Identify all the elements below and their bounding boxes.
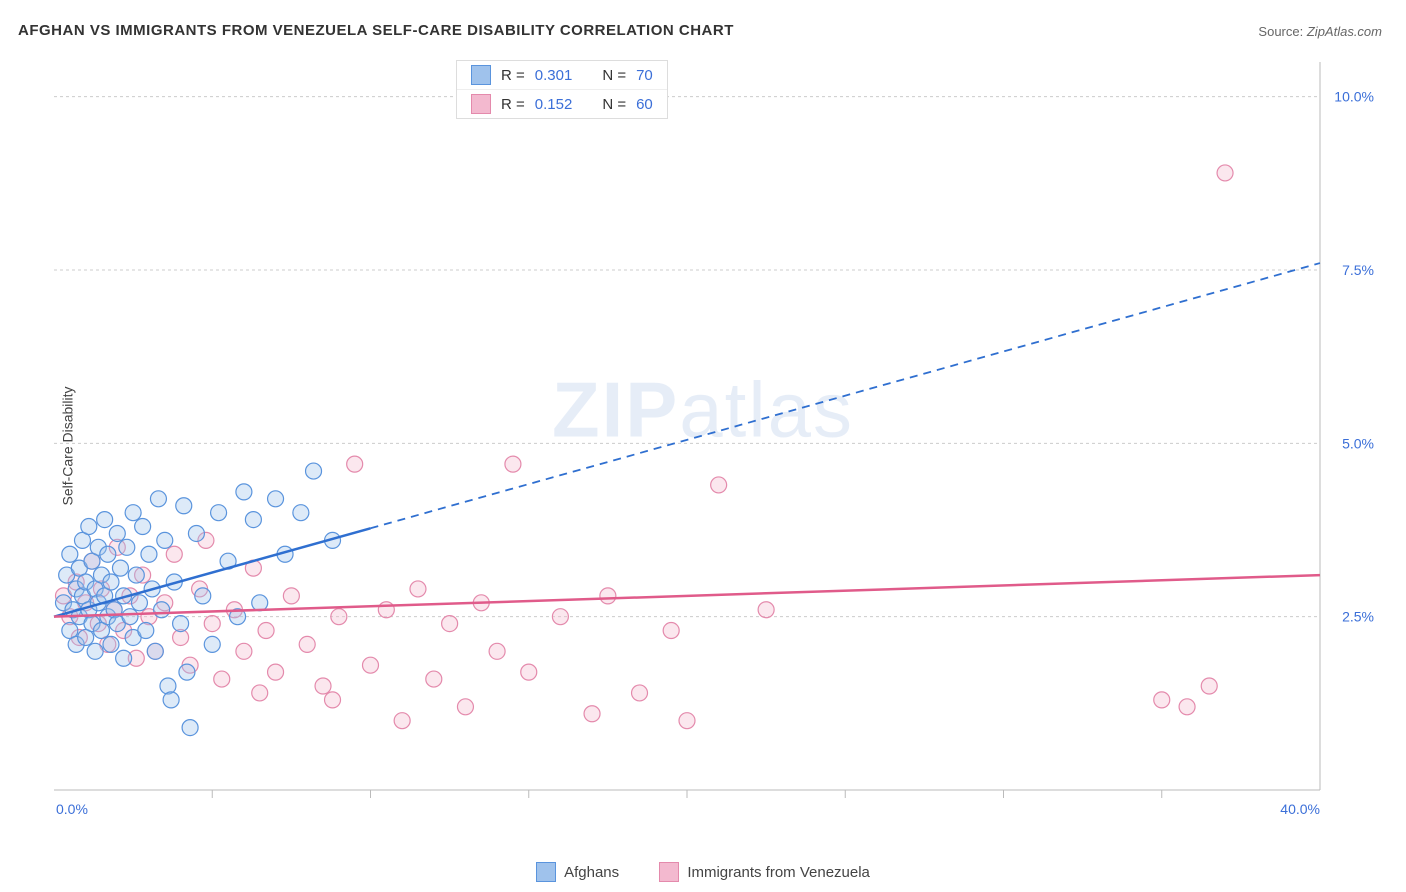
svg-text:40.0%: 40.0%	[1280, 801, 1320, 817]
svg-text:2.5%: 2.5%	[1342, 609, 1374, 625]
legend-row: R = 0.301 N = 70	[457, 61, 667, 89]
svg-text:7.5%: 7.5%	[1342, 262, 1374, 278]
svg-text:0.0%: 0.0%	[56, 801, 88, 817]
legend-label: Immigrants from Venezuela	[687, 864, 870, 881]
legend-row: R = 0.152 N = 60	[457, 89, 667, 118]
chart-svg: 2.5% 5.0% 7.5% 10.0% 0.0% 40.0%	[50, 56, 1380, 826]
legend-item: Afghans	[536, 862, 619, 882]
r-label: R =	[501, 67, 525, 84]
chart-title: AFGHAN VS IMMIGRANTS FROM VENEZUELA SELF…	[18, 22, 734, 39]
legend-swatch	[659, 862, 679, 882]
source-value: ZipAtlas.com	[1307, 24, 1382, 39]
legend-item: Immigrants from Venezuela	[659, 862, 870, 882]
r-value: 0.152	[535, 96, 573, 113]
n-label: N =	[602, 96, 626, 113]
legend-label: Afghans	[564, 864, 619, 881]
correlation-legend: R = 0.301 N = 70 R = 0.152 N = 60	[456, 60, 668, 119]
svg-text:10.0%: 10.0%	[1334, 89, 1374, 105]
r-label: R =	[501, 96, 525, 113]
svg-text:5.0%: 5.0%	[1342, 435, 1374, 451]
r-value: 0.301	[535, 67, 573, 84]
legend-swatch	[471, 94, 491, 114]
series-legend: Afghans Immigrants from Venezuela	[0, 862, 1406, 886]
n-value: 60	[636, 96, 653, 113]
source-attribution: Source: ZipAtlas.com	[1258, 24, 1382, 39]
chart-plot-area: 2.5% 5.0% 7.5% 10.0% 0.0% 40.0%	[50, 56, 1380, 826]
n-label: N =	[602, 67, 626, 84]
legend-swatch	[536, 862, 556, 882]
n-value: 70	[636, 67, 653, 84]
legend-swatch	[471, 65, 491, 85]
source-label: Source:	[1258, 24, 1303, 39]
